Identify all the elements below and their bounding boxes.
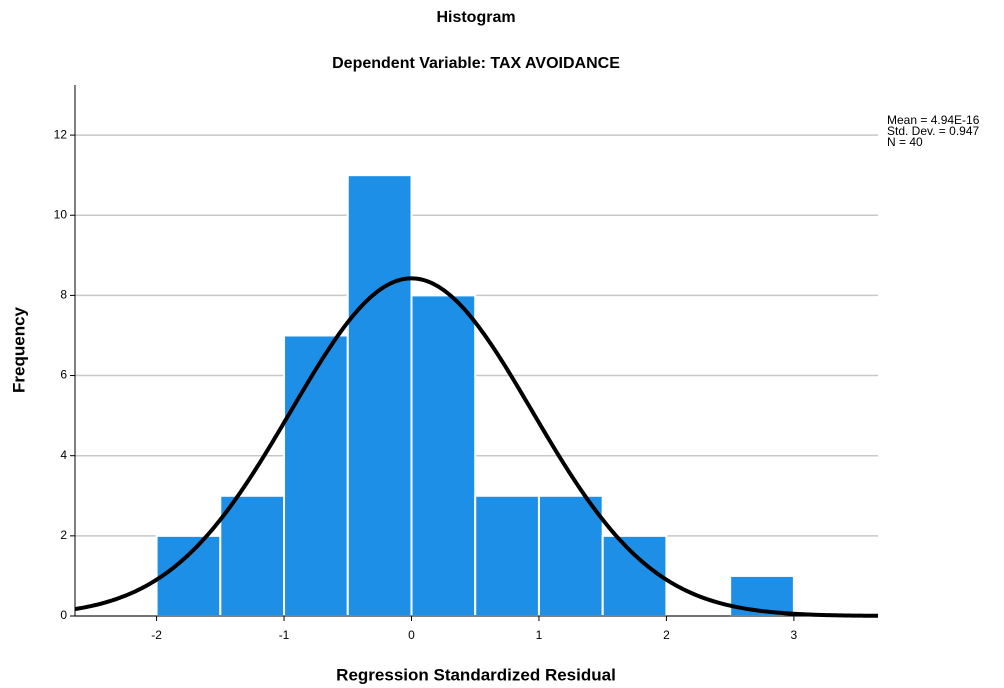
x-tick-label: -2 (151, 628, 162, 642)
chart-subtitle: Dependent Variable: TAX AVOIDANCE (332, 55, 620, 72)
y-tick-label: 10 (54, 207, 68, 221)
bar (346, 174, 413, 618)
x-tick-label: 3 (791, 628, 798, 642)
y-tick-label: 8 (60, 288, 67, 302)
normal-curve (74, 276, 879, 618)
bar (155, 534, 222, 617)
x-tick-label: 1 (536, 628, 543, 642)
bar (410, 294, 477, 617)
stat-mean: Mean = 4.94E-16 (887, 113, 980, 127)
y-tick-label: 0 (60, 608, 67, 622)
x-tick-label: -1 (279, 628, 290, 642)
y-tick-label: 4 (60, 448, 67, 462)
x-axis-label: Regression Standardized Residual (336, 665, 616, 684)
bar (537, 494, 604, 618)
bar (474, 494, 540, 618)
stat-std: Std. Dev. = 0.947 (887, 124, 979, 138)
x-tick-label: 0 (408, 628, 415, 642)
x-tick-label: 2 (663, 628, 670, 642)
bar (601, 534, 668, 617)
y-tick-label: 12 (54, 127, 68, 141)
y-axis-label: Frequency (9, 306, 28, 393)
bar (283, 334, 349, 617)
y-tick-label: 6 (60, 368, 67, 382)
stat-n: N = 40 (887, 135, 923, 149)
bar (219, 494, 286, 618)
y-tick-label: 2 (60, 528, 67, 542)
chart-title: Histogram (436, 9, 515, 26)
